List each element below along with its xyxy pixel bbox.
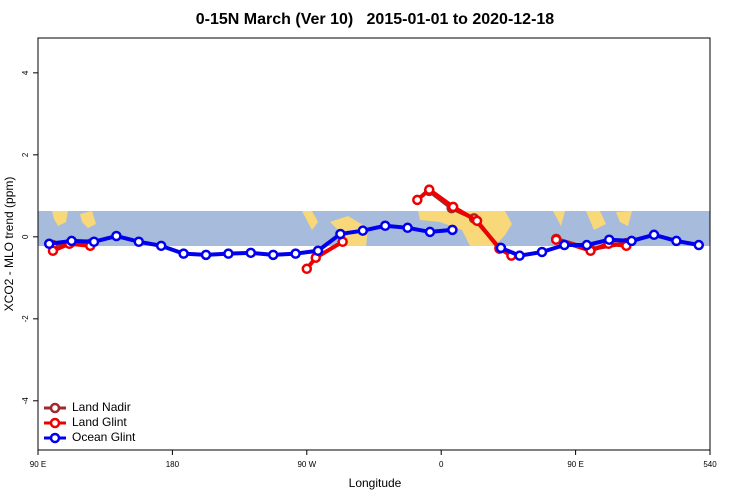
y-axis-label: XCO2 - MLO trend (ppm) <box>2 177 16 312</box>
legend-marker <box>49 417 61 429</box>
y-tick-label: 2 <box>21 152 30 157</box>
legend-label: Land Glint <box>72 415 127 429</box>
x-tick-label: 90 W <box>297 460 316 469</box>
x-axis-label: Longitude <box>349 476 402 490</box>
data-point <box>424 226 436 238</box>
legend-label: Ocean Glint <box>72 430 136 444</box>
y-tick-label: 4 <box>21 70 30 75</box>
data-point <box>626 235 637 247</box>
data-point <box>133 236 145 247</box>
data-point <box>301 263 313 275</box>
y-tick-label: 0 <box>21 234 30 239</box>
data-point <box>559 239 570 251</box>
data-point <box>471 215 483 227</box>
y-tick-label: -2 <box>21 315 30 323</box>
data-point <box>447 224 458 236</box>
legend-marker <box>49 402 61 414</box>
data-point <box>447 201 459 213</box>
data-point <box>178 248 189 259</box>
x-tick-label: 90 E <box>567 460 583 469</box>
data-point <box>66 235 77 247</box>
legend-label: Land Nadir <box>72 400 131 414</box>
data-point <box>155 240 167 252</box>
data-point <box>312 245 324 257</box>
data-point <box>267 249 279 261</box>
data-point <box>335 228 346 240</box>
data-point <box>290 248 301 259</box>
data-point <box>357 225 369 236</box>
data-point <box>693 239 705 251</box>
x-tick-label: 540 <box>703 460 717 469</box>
data-point <box>671 235 682 247</box>
data-point <box>402 222 413 234</box>
data-point <box>88 236 100 247</box>
x-tick-label: 0 <box>439 460 444 469</box>
x-tick-label: 180 <box>166 460 180 469</box>
data-point <box>550 234 562 245</box>
data-point <box>424 184 435 195</box>
plot-frame <box>37 37 711 451</box>
chart-title: 0-15N March (Ver 10) 2015-01-01 to 2020-… <box>196 11 555 28</box>
legend-marker <box>49 432 61 444</box>
data-point <box>581 239 593 251</box>
data-point <box>245 247 257 259</box>
data-point <box>111 230 122 242</box>
y-tick-label: -4 <box>21 397 30 405</box>
data-point <box>536 246 548 258</box>
data-point <box>603 234 615 245</box>
series-line <box>500 232 700 258</box>
data-point <box>43 238 55 250</box>
data-point <box>514 250 525 261</box>
data-point <box>495 242 507 254</box>
data-point <box>648 229 660 241</box>
data-point <box>379 220 391 232</box>
x-tick-label: 90 E <box>30 460 46 469</box>
data-point <box>412 194 423 206</box>
data-point <box>223 248 234 259</box>
data-point <box>200 249 212 261</box>
